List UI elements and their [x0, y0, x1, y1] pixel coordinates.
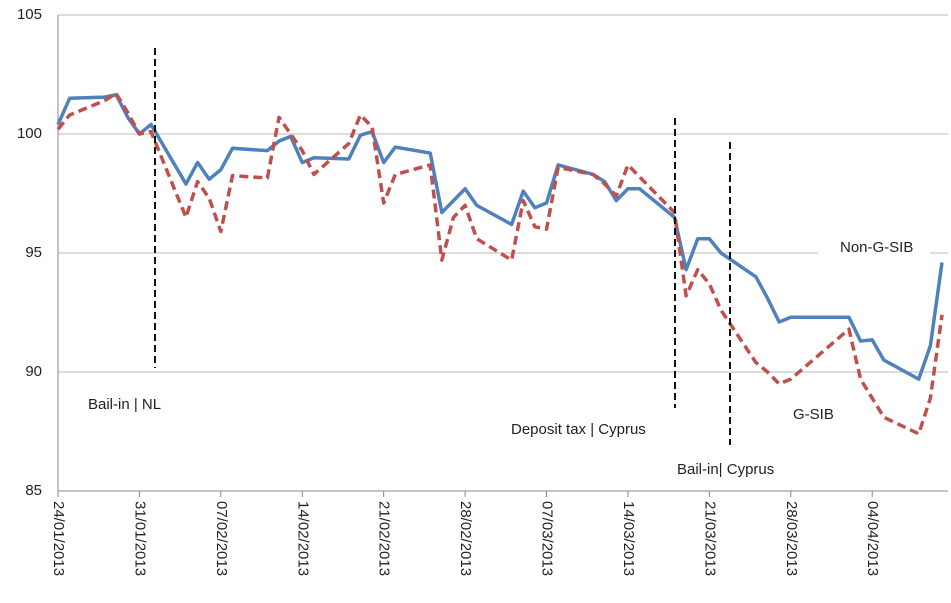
y-tick-label: 100 — [17, 125, 42, 142]
x-tick-label: 07/03/2013 — [539, 501, 556, 576]
label-bg — [818, 236, 930, 260]
y-tick-label: 105 — [17, 6, 42, 23]
annotation: Deposit tax | Cyprus — [511, 421, 646, 438]
y-tick-label: 90 — [25, 363, 42, 380]
series-line — [56, 92, 944, 381]
y-tick-label: 95 — [25, 244, 42, 261]
x-tick-label: 14/02/2013 — [294, 501, 311, 576]
x-tick-label: 31/01/2013 — [131, 501, 148, 576]
x-tick-label: 14/03/2013 — [620, 501, 637, 576]
series-line — [56, 91, 944, 436]
x-tick-label: 21/03/2013 — [701, 501, 718, 576]
annotation: Bail-in| Cyprus — [677, 461, 774, 478]
annotation: Bail-in | NL — [88, 396, 161, 413]
series-label: G-SIB — [793, 406, 834, 423]
y-tick-label: 85 — [25, 482, 42, 499]
x-tick-label: 04/04/2013 — [864, 501, 881, 576]
x-tick-label: 28/03/2013 — [783, 501, 800, 576]
x-tick-label: 21/02/2013 — [376, 501, 393, 576]
x-tick-label: 07/02/2013 — [213, 501, 230, 576]
x-tick-label: 24/01/2013 — [50, 501, 67, 576]
x-tick-label: 28/02/2013 — [457, 501, 474, 576]
series-label: Non-G-SIB — [840, 239, 913, 256]
